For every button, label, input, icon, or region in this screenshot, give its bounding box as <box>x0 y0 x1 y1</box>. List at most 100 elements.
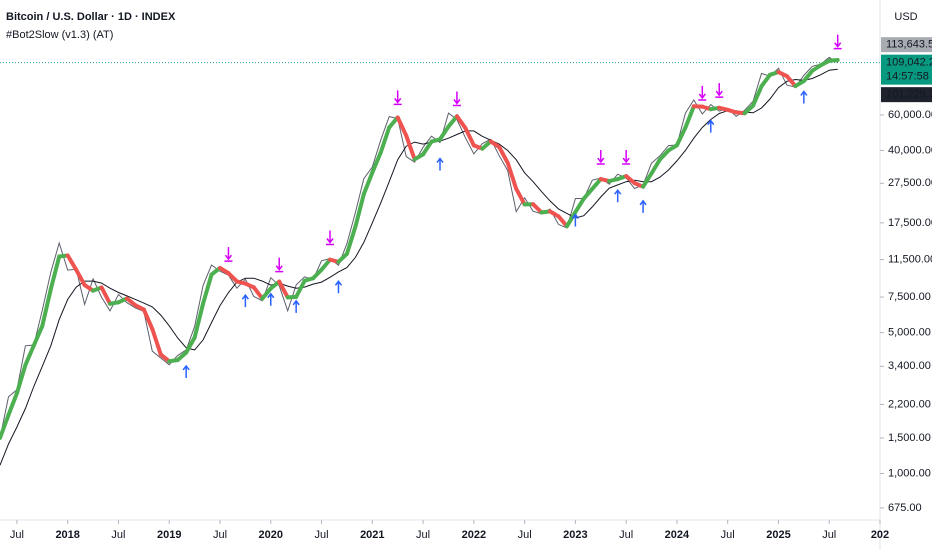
x-tick-label: Jul <box>822 529 836 541</box>
fast-ma-segment <box>0 413 11 440</box>
chart-title: Bitcoin / U.S. Dollar · 1D · INDEX <box>6 11 176 23</box>
sell-arrow <box>698 85 707 101</box>
fast-ma-segment <box>564 210 578 229</box>
y-tick-label: 27,500.00 <box>888 177 932 189</box>
y-tick-label: 675.00 <box>888 502 922 514</box>
fast-ma-segment <box>759 72 772 89</box>
y-tick-label: 1,500.00 <box>888 432 931 444</box>
buy-arrow <box>639 199 647 213</box>
buy-arrow <box>334 280 343 294</box>
x-tick-label: Jul <box>619 529 633 541</box>
y-tick-label: 2,200.00 <box>888 398 931 410</box>
x-tick-label: 2024 <box>665 529 690 541</box>
fast-ma-segment <box>505 160 519 191</box>
buy-arrow <box>182 364 190 378</box>
fast-ma-segment <box>99 285 112 306</box>
fast-ma-segment <box>658 148 671 162</box>
sell-arrow <box>622 150 631 165</box>
y-tick-label: 3,400.00 <box>888 360 931 372</box>
sell-arrow <box>452 91 461 107</box>
fast-ma-segment <box>311 267 324 281</box>
x-tick-label: 2021 <box>360 529 384 541</box>
fast-ma-segment <box>31 323 45 348</box>
y-tick-label: 11,500.00 <box>888 254 932 266</box>
sell-arrow <box>393 90 402 106</box>
slow-ma-line <box>0 68 838 466</box>
sell-arrow <box>596 150 605 165</box>
fast-ma-segment <box>184 335 197 355</box>
fast-ma-segment <box>378 125 392 155</box>
slow-ma-label-box <box>881 87 932 103</box>
last-price-label: 109,042.25 <box>886 57 932 69</box>
y-tick-label: 1,000.00 <box>888 467 931 479</box>
currency-label: USD <box>894 11 917 23</box>
buy-arrow <box>292 299 300 313</box>
fast-ma-segment <box>395 115 409 138</box>
fast-ma-segment <box>801 68 815 84</box>
high-label-box <box>881 37 932 53</box>
fast-ma-segment <box>6 391 19 418</box>
fast-ma-segment <box>497 145 510 165</box>
fast-ma-segment <box>454 114 468 131</box>
fast-ma-segment <box>573 196 586 215</box>
x-tick-label: 2018 <box>55 529 79 541</box>
fast-ma-segment <box>514 186 527 207</box>
fast-ma-segment <box>438 124 451 142</box>
fast-ma-segment <box>674 125 688 148</box>
fast-ma-segment <box>463 126 476 148</box>
fast-ma-segment <box>294 278 307 299</box>
slow-ma-label: 101,229.33 <box>886 89 932 101</box>
sell-arrow <box>224 247 233 262</box>
plot-area <box>0 34 880 466</box>
fast-ma-segment <box>751 84 764 108</box>
x-tick-label: Jul <box>721 529 735 541</box>
fast-ma-segment <box>421 139 434 157</box>
sell-arrow <box>715 83 724 98</box>
fast-ma-segment <box>649 157 662 176</box>
fast-ma-segment <box>141 307 155 332</box>
x-tick-label: 202 <box>871 529 889 541</box>
fast-ma-segment <box>48 254 62 292</box>
fast-ma-segment <box>353 191 366 229</box>
fast-ma-segment <box>641 171 654 189</box>
fast-ma-segment <box>40 287 53 328</box>
fast-ma-segment <box>65 253 79 272</box>
fast-ma-segment <box>556 214 569 229</box>
x-tick-label: 2020 <box>259 529 283 541</box>
buy-arrow <box>571 213 579 227</box>
fast-ma-segment <box>683 104 696 130</box>
fast-ma-segment <box>277 279 290 300</box>
fast-ma-segment <box>23 343 36 368</box>
fast-ma-segment <box>827 57 840 63</box>
fast-ma-segment <box>201 272 214 306</box>
sell-arrow <box>833 34 842 50</box>
fast-ma-segment <box>361 170 375 196</box>
buy-arrow <box>436 157 444 171</box>
fast-ma-segment <box>150 327 163 357</box>
x-tick-label: 2022 <box>462 529 486 541</box>
x-tick-label: 2019 <box>157 529 181 541</box>
y-tick-label: 17,500.00 <box>888 217 932 229</box>
fast-ma-segment <box>74 267 87 288</box>
fast-ma-segment <box>260 286 273 301</box>
x-tick-label: Jul <box>213 529 227 541</box>
countdown-label: 14:57:58 <box>886 71 929 83</box>
fast-ma-segment <box>192 301 206 340</box>
y-tick-label: 60,000.00 <box>888 109 932 121</box>
sell-arrow <box>275 257 284 273</box>
x-tick-label: Jul <box>111 529 125 541</box>
x-tick-label: Jul <box>315 529 329 541</box>
buy-arrow <box>800 90 808 104</box>
buy-arrow <box>267 292 275 306</box>
x-tick-label: Jul <box>518 529 532 541</box>
buy-arrow <box>614 188 622 203</box>
y-tick-label: 7,500.00 <box>888 291 931 303</box>
y-tick-label: 40,000.00 <box>888 144 932 156</box>
fast-ma-segment <box>784 74 798 89</box>
fast-ma-segment <box>590 177 603 191</box>
x-tick-label: 2025 <box>766 529 790 541</box>
y-tick-label: 5,000.00 <box>888 326 931 338</box>
